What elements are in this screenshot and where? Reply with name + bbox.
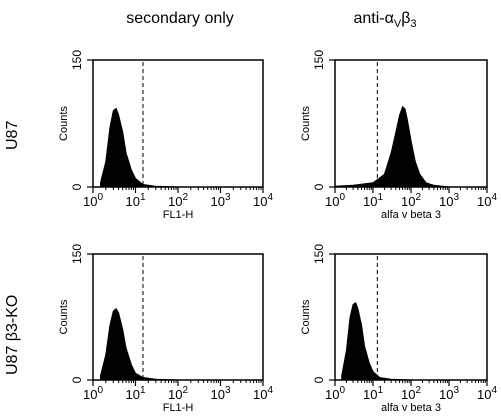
histogram-area [100, 107, 263, 188]
column-title-secondary-only: secondary only [126, 10, 234, 27]
x-tick-label: 101 [363, 192, 383, 209]
y-tick-label: 150 [312, 50, 326, 70]
x-tick-label: 100 [83, 192, 103, 209]
histogram-panel-2: 100 101 102 103 104 0 150 alfa v beta 3 Counts [300, 50, 497, 221]
x-tick-label: 101 [125, 385, 145, 402]
y-axis-label: Counts [300, 106, 312, 141]
x-tick-label: 101 [363, 385, 383, 402]
x-axis-label: FL1-H [163, 402, 194, 414]
y-tick-label: 150 [312, 244, 326, 264]
y-tick-label: 150 [70, 50, 84, 70]
histogram-area [100, 307, 263, 381]
y-tick-label: 150 [70, 244, 84, 264]
y-axis-label: Counts [300, 299, 312, 334]
x-tick-label: 104 [477, 192, 497, 209]
x-tick-label: 103 [439, 192, 459, 209]
x-tick-label: 102 [168, 385, 188, 402]
y-tick-label: 0 [312, 376, 326, 383]
x-tick-label: 104 [477, 385, 497, 402]
histogram-area [341, 301, 487, 381]
x-tick-label: 102 [401, 192, 421, 209]
y-tick-label: 0 [70, 183, 84, 190]
x-tick-label: 100 [325, 385, 345, 402]
y-tick-label: 0 [312, 183, 326, 190]
histogram-panel-1: 100 101 102 103 104 0 150 FL1-H Counts [58, 50, 273, 221]
x-tick-label: 100 [83, 385, 103, 402]
histogram-panel-3: 100 101 102 103 104 0 150 FL1-H Counts [58, 244, 273, 414]
x-tick-label: 101 [125, 192, 145, 209]
x-axis-label: alfa v beta 3 [381, 402, 441, 414]
x-tick-label: 103 [439, 385, 459, 402]
histogram-area [334, 105, 487, 188]
x-tick-label: 102 [401, 385, 421, 402]
x-axis-label: alfa v beta 3 [381, 209, 441, 221]
y-axis-label: Counts [58, 299, 70, 334]
histogram-panel-4: 100 101 102 103 104 0 150 alfa v beta 3 Counts [300, 244, 497, 414]
x-tick-label: 100 [325, 192, 345, 209]
column-title-anti-alpha-v-beta-3: anti-αVβ3 [353, 10, 417, 31]
x-tick-label: 104 [253, 385, 273, 402]
x-axis-label: FL1-H [163, 209, 194, 221]
x-tick-label: 102 [168, 192, 188, 209]
x-tick-label: 103 [210, 192, 230, 209]
x-tick-label: 103 [210, 385, 230, 402]
y-tick-label: 0 [70, 376, 84, 383]
x-tick-label: 104 [253, 192, 273, 209]
y-axis-label: Counts [58, 106, 70, 141]
